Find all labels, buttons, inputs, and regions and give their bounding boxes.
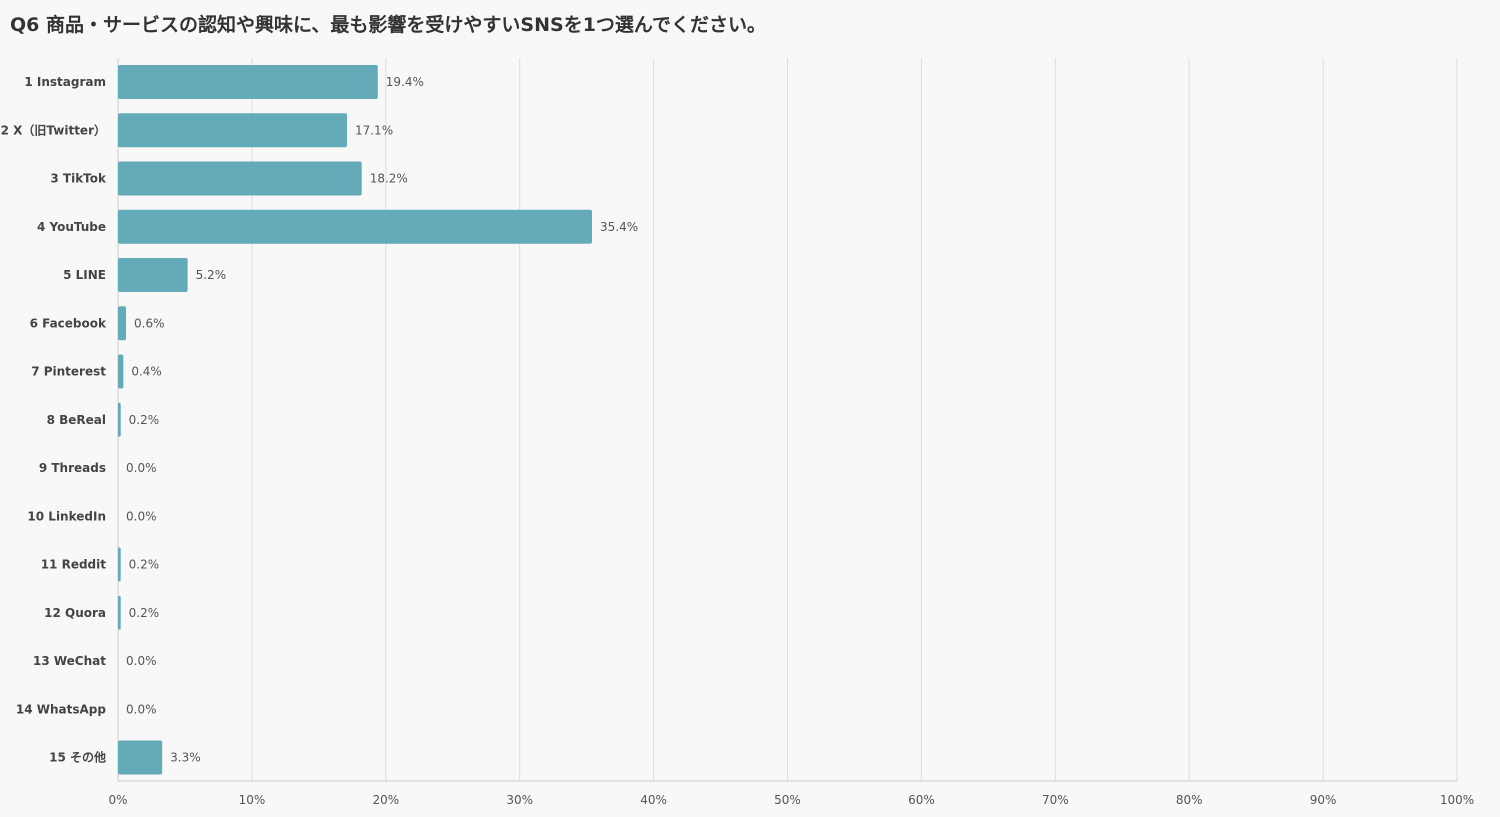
value-label: 0.0%	[126, 654, 157, 668]
x-tick-label: 30%	[506, 793, 533, 807]
x-tick-label: 70%	[1042, 793, 1069, 807]
x-tick-label: 60%	[908, 793, 935, 807]
category-label: 1 Instagram	[24, 75, 106, 89]
category-label: 7 Pinterest	[31, 365, 106, 379]
x-tick-label: 80%	[1176, 793, 1203, 807]
category-label: 3 TikTok	[50, 172, 107, 186]
x-tick-label: 90%	[1310, 793, 1337, 807]
value-label: 0.2%	[129, 606, 160, 620]
value-label: 5.2%	[196, 268, 227, 282]
category-label: 9 Threads	[39, 461, 106, 475]
bar	[118, 113, 347, 148]
value-label: 0.2%	[129, 413, 160, 427]
value-label: 18.2%	[370, 172, 408, 186]
bar	[118, 161, 362, 196]
category-label: 12 Quora	[44, 606, 106, 620]
category-label: 13 WeChat	[33, 654, 106, 668]
value-label: 0.0%	[126, 509, 157, 523]
value-label: 35.4%	[600, 220, 638, 234]
x-tick-label: 100%	[1440, 793, 1474, 807]
value-label: 0.0%	[126, 461, 157, 475]
value-label: 3.3%	[170, 751, 201, 765]
bar	[118, 306, 127, 341]
value-label: 17.1%	[355, 123, 393, 137]
value-label: 19.4%	[386, 75, 424, 89]
category-label: 15 その他	[49, 750, 106, 765]
category-label: 11 Reddit	[41, 558, 107, 572]
bar	[118, 258, 188, 292]
bar	[118, 402, 121, 437]
category-label: 2 X（旧Twitter）	[1, 122, 106, 137]
x-tick-label: 0%	[108, 793, 127, 807]
x-tick-label: 10%	[239, 793, 266, 807]
value-label: 0.2%	[129, 558, 160, 572]
chart-title: Q6 商品・サービスの認知や興味に、最も影響を受けやすいSNSを1つ選んでくださ…	[10, 14, 766, 36]
value-label: 0.4%	[131, 365, 162, 379]
value-label: 0.0%	[126, 702, 157, 716]
x-tick-label: 40%	[640, 793, 667, 807]
labels: 0% 10% 20% 30% 40% 50% 60% 70% 80% 90% 100% 1 Insta…	[1, 75, 1475, 807]
bar	[118, 595, 121, 630]
category-label: 14 WhatsApp	[16, 702, 107, 716]
bars	[118, 65, 593, 775]
bar	[118, 354, 124, 389]
category-label: 6 Facebook	[30, 316, 107, 330]
bar	[118, 740, 163, 775]
grid-lines	[117, 58, 1458, 782]
category-label: 8 BeReal	[47, 413, 106, 427]
category-label: 4 YouTube	[37, 220, 106, 234]
category-label: 10 LinkedIn	[27, 509, 106, 523]
category-label: 5 LINE	[63, 268, 106, 282]
x-tick-label: 20%	[372, 793, 399, 807]
bar	[118, 209, 593, 244]
x-tick-label: 50%	[774, 793, 801, 807]
value-label: 0.6%	[134, 316, 165, 330]
bar	[118, 547, 121, 582]
bar	[118, 65, 378, 99]
